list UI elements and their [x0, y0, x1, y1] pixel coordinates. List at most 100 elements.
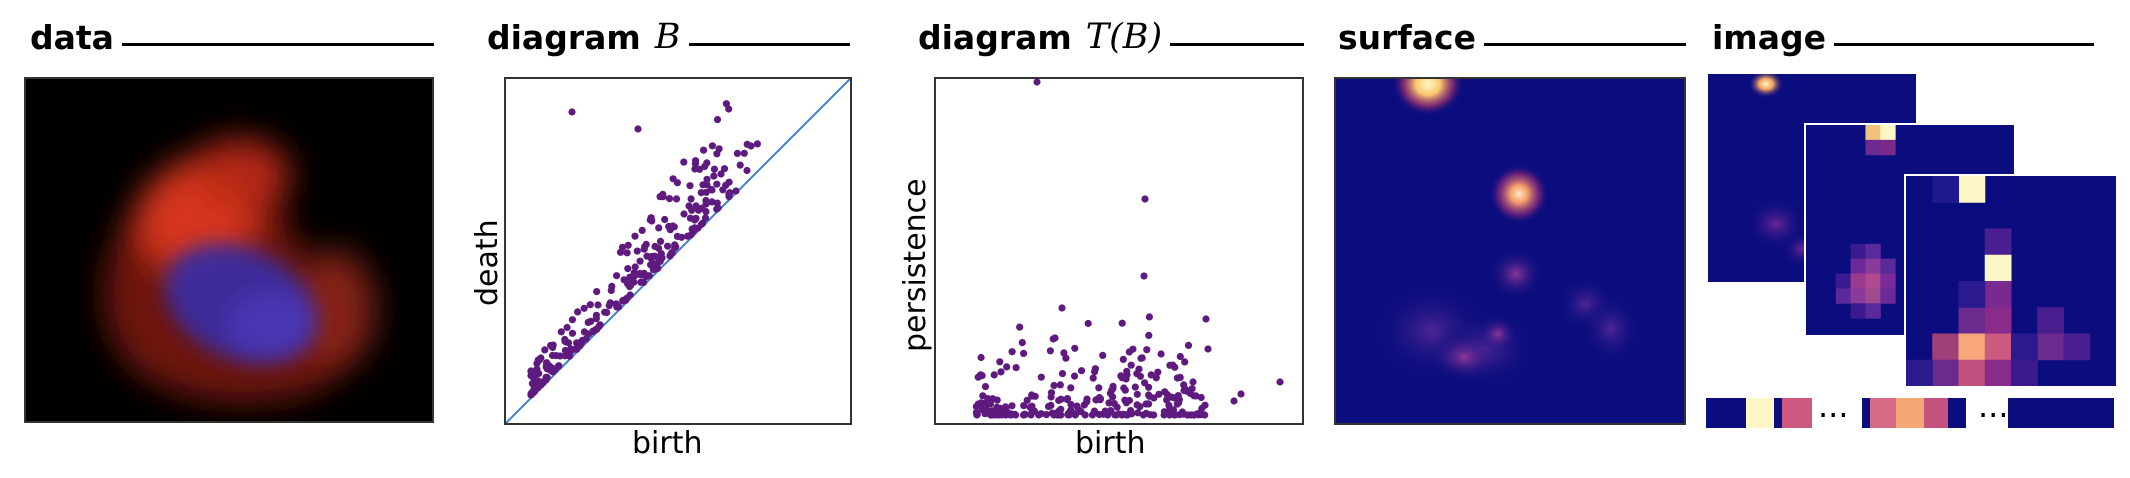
diagram-plot [504, 77, 852, 425]
diagram-point [1062, 354, 1070, 362]
diagram-point [1084, 319, 1092, 328]
diagram-point [594, 301, 602, 309]
diagram-point [687, 195, 695, 203]
diagram-point [1145, 400, 1153, 408]
diagram-point [1189, 378, 1197, 386]
diagram-point [1179, 410, 1187, 418]
diagram-point [613, 272, 621, 280]
diagram-point [1019, 411, 1028, 419]
diagram-point [1134, 409, 1142, 417]
diagram-point [552, 352, 560, 360]
diagram-point [1133, 370, 1141, 378]
diagram-point [1118, 319, 1126, 327]
diagram-point [1008, 402, 1016, 410]
diagram-point [1046, 347, 1054, 355]
diagram-point [666, 252, 674, 260]
diagram-point [1201, 401, 1209, 409]
persistence-image-fine [1904, 174, 2118, 388]
diagram-point [634, 125, 642, 133]
diagram-point [1169, 361, 1177, 369]
diagram-point [1145, 383, 1153, 391]
diagram-point [1058, 370, 1067, 378]
diagram-point [565, 349, 573, 357]
diagram-point [641, 243, 649, 251]
feature-vector-segment-2 [1862, 398, 1966, 428]
diagram-point [592, 326, 600, 334]
diagram-point [656, 237, 665, 245]
diagram-point [687, 231, 695, 239]
diagram-point [1122, 411, 1130, 419]
diagram-point [669, 222, 677, 230]
diagram-point [1143, 346, 1151, 354]
diagram-point [978, 372, 986, 380]
diagram-point [1077, 367, 1086, 375]
diagram-point [1089, 374, 1097, 382]
surface-title: surface [1338, 17, 1476, 57]
diagram-point [1023, 396, 1031, 404]
image-title: image [1712, 17, 1826, 57]
diagram-point [1115, 410, 1123, 418]
diagram-point [702, 188, 710, 196]
ellipsis-2: ··· [1978, 396, 2009, 434]
diagram-point [686, 214, 694, 222]
diagram-point [1008, 348, 1016, 356]
diagram-point [1176, 373, 1184, 381]
diagram-panel-title: diagram B [487, 12, 850, 62]
diagram-point [978, 406, 987, 414]
diagram-scatter [506, 79, 850, 423]
diagram-point [1091, 368, 1099, 376]
diagram-point [656, 193, 664, 201]
diagram-point [1141, 195, 1149, 203]
diagram-point [1107, 386, 1116, 394]
diagram-point [713, 205, 721, 213]
diagram-point [696, 165, 704, 173]
diagram-point [585, 330, 593, 338]
diagram-math-label: B [654, 17, 681, 57]
diagram-point [981, 383, 990, 391]
surface-image [1334, 77, 1686, 425]
feature-vector-segment-1 [1706, 398, 1812, 428]
diagram-point [1050, 381, 1058, 390]
diagram-point [747, 142, 755, 150]
diagram-point [1139, 411, 1147, 419]
surface-heatmap [1336, 79, 1684, 423]
data-panel-title: data [30, 12, 434, 62]
diagram-point [984, 397, 992, 405]
diagram-point [743, 166, 751, 175]
diagram-point [1202, 315, 1210, 323]
diagram-point [1118, 374, 1126, 382]
diagram-point [1037, 410, 1045, 418]
diagram-point [1109, 393, 1117, 401]
diagram-point [1150, 411, 1158, 419]
diagram-point [1067, 401, 1075, 409]
data-image [24, 77, 434, 423]
diagram-point [1002, 403, 1010, 412]
diagram-point [1136, 403, 1144, 411]
diagram-point [568, 329, 577, 337]
diagram-point [1175, 396, 1183, 404]
diagram-point [643, 252, 651, 260]
diagram-point [541, 346, 549, 354]
diagram-point [1155, 390, 1163, 398]
diagram-point [703, 181, 711, 189]
diagram-point [671, 241, 679, 249]
diagram-point [720, 165, 729, 173]
diagram-point [1184, 341, 1193, 349]
diagram-point [722, 100, 730, 108]
diagram-point [1033, 79, 1041, 86]
diagram-point [1020, 402, 1028, 410]
data-heatmap [26, 79, 432, 421]
title-rule [1833, 42, 2094, 46]
diagram-point [1192, 392, 1200, 400]
diagram-point [1099, 410, 1107, 418]
diagram-point [1077, 408, 1085, 416]
diagram-point [638, 226, 646, 234]
diagram-point [631, 232, 639, 240]
diagram-point [624, 241, 632, 249]
data-title: data [30, 17, 114, 57]
diagram-point [633, 247, 641, 255]
diagram-point [1047, 389, 1056, 397]
transformed-plot [934, 77, 1304, 425]
diagram-point [605, 302, 613, 310]
diagram-point [557, 328, 565, 336]
